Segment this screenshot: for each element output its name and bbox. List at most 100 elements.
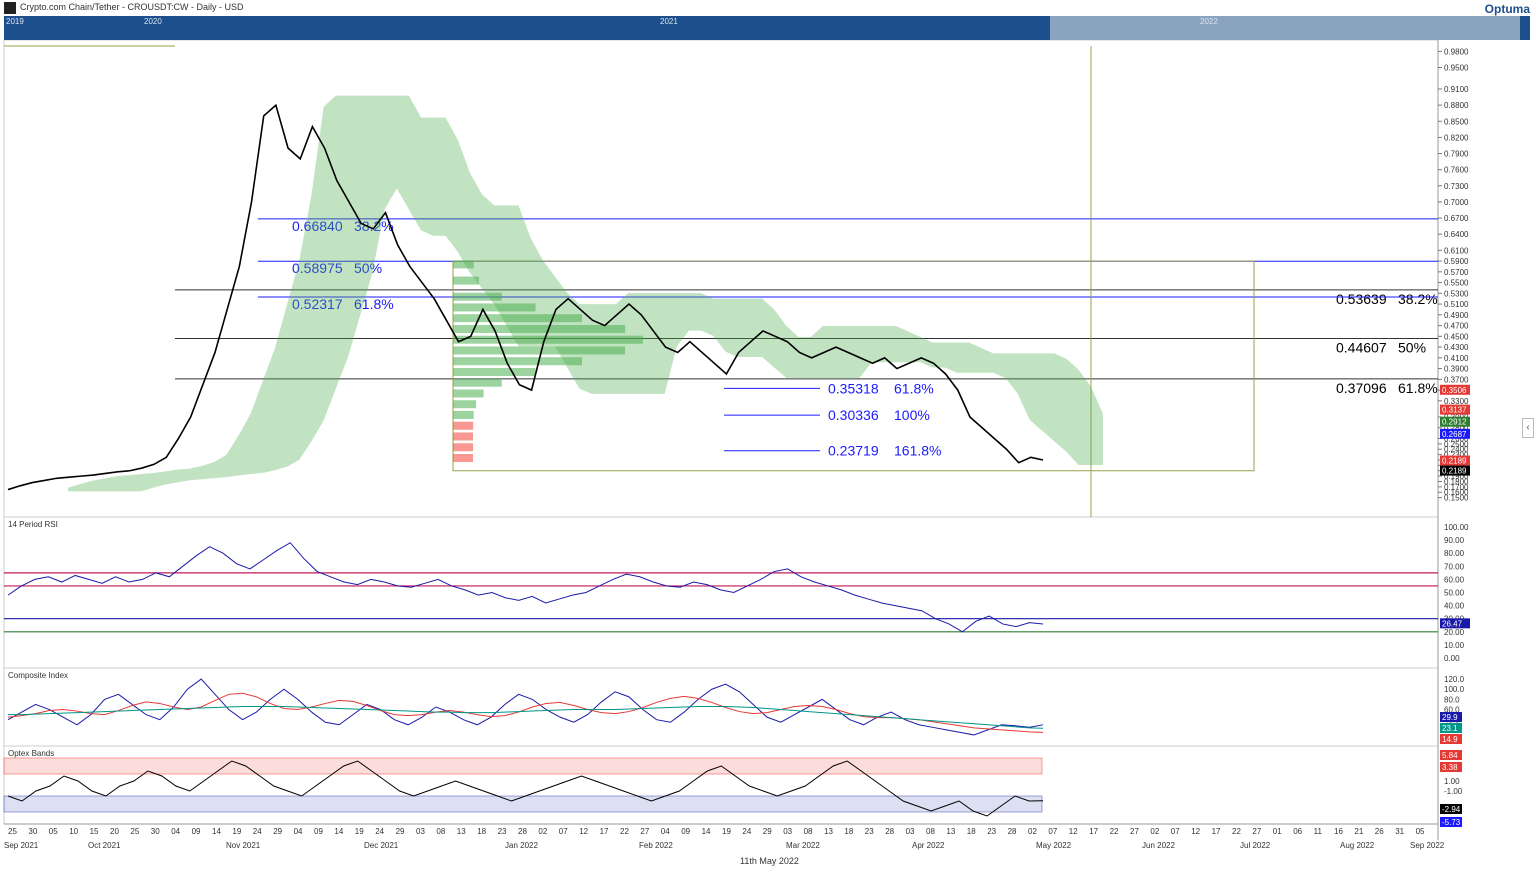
x-month-label: Jun 2022 [1142,841,1175,850]
rsi-y-tick-label: 70.00 [1444,562,1465,571]
composite-y-tick-label: 60.0 [1444,706,1460,715]
price-y-tick-label: 0.7300 [1444,182,1469,191]
x-month-label: Mar 2022 [786,841,820,850]
chart-menu-icon[interactable] [4,2,16,14]
x-day-tick-label: 18 [477,827,486,836]
x-day-tick-label: 08 [804,827,813,836]
x-month-label: Nov 2021 [226,841,261,850]
volume-profile-bar [453,443,474,452]
fib-ext-pct: 61.8% [894,380,934,396]
optex-tag-label: 3.38 [1442,763,1458,772]
price-y-tick-label: 0.7600 [1444,166,1469,175]
price-y-tick-label: 0.1800 [1444,477,1469,486]
x-day-tick-label: 10 [69,827,78,836]
volume-profile-bar [453,357,583,366]
x-month-label: Dec 2021 [364,841,399,850]
x-day-tick-label: 23 [987,827,996,836]
fib-right-pct: 38.2% [1398,291,1438,307]
x-day-tick-label: 17 [1212,827,1221,836]
price-tag-label: 0.3506 [1442,386,1467,395]
fib-ext-value: 0.35318 [828,380,879,396]
price-y-tick-label: 0.1700 [1444,483,1469,492]
x-day-tick-label: 04 [661,827,670,836]
panel-frame-rsi [3,516,1439,669]
price-y-tick-label: 0.1600 [1444,488,1469,497]
navigator-selection[interactable] [1050,16,1520,40]
x-day-tick-label: 27 [1130,827,1139,836]
optex-tag [1440,804,1462,814]
x-day-tick-label: 05 [1416,827,1425,836]
fib-ext-value: 0.30336 [828,407,879,423]
x-day-tick-label: 13 [457,827,466,836]
chart-title: Crypto.com Chain/Tether - CROUSDT:CW - D… [20,2,244,12]
x-day-tick-label: 14 [334,827,343,836]
optex-y-tick-label: -1.00 [1444,787,1463,796]
rsi-y-tick-label: 90.00 [1444,536,1465,545]
price-y-tick-label: 0.4900 [1444,311,1469,320]
price-y-tick-label: 0.2600 [1444,434,1469,443]
x-day-tick-label: 31 [1395,827,1404,836]
price-line [7,103,1044,491]
x-day-tick-label: 12 [1069,827,1078,836]
price-y-tick-label: 0.2400 [1444,445,1469,454]
price-tag-label: 0.2189 [1442,457,1467,466]
optex-upper-band [3,757,1043,775]
x-day-tick-label: 29 [273,827,282,836]
price-y-tick-label: 0.3700 [1444,375,1469,384]
x-month-label: Oct 2021 [88,841,121,850]
x-day-tick-label: 09 [314,827,323,836]
x-day-tick-label: 04 [294,827,303,836]
price-tag [1440,428,1470,439]
composite-title: Composite Index [8,671,68,680]
price-y-tick-label: 0.4300 [1444,343,1469,352]
composite-tag-label: 29.9 [1442,713,1458,722]
price-y-tick-label: 0.4700 [1444,322,1469,331]
rsi-y-tick-label: 20.00 [1444,628,1465,637]
x-day-tick-label: 13 [824,827,833,836]
price-y-tick-label: 0.5900 [1444,257,1469,266]
rsi-tag [1440,618,1470,629]
price-y-tick-label: 0.7000 [1444,198,1469,207]
chart-area[interactable]: 0.9800 0.9500 0.9100 0.8800 0.8500 0.8200 0.79… [0,40,1536,852]
x-day-tick-label: 28 [518,827,527,836]
optex-title: Optex Bands [8,749,54,758]
fib-right-pct: 61.8% [1398,380,1438,396]
fib-right-value: 0.44607 [1336,339,1387,355]
x-day-tick-label: 24 [253,827,262,836]
price-y-tick-label: 0.6400 [1444,230,1469,239]
x-day-tick-label: 03 [783,827,792,836]
fib-left-value: 0.58975 [292,260,343,276]
price-tag [1440,416,1470,427]
rsi-title: 14 Period RSI [8,520,58,529]
x-day-tick-label: 24 [375,827,384,836]
price-y-tick-label: 0.2300 [1444,451,1469,460]
volume-profile-bar [453,335,643,344]
optex-tag [1440,762,1462,772]
x-day-tick-label: 19 [722,827,731,836]
x-day-tick-label: 19 [232,827,241,836]
price-y-tick-label: 0.9500 [1444,64,1469,73]
x-day-tick-label: 16 [1334,827,1343,836]
x-day-tick-label: 17 [1089,827,1098,836]
composite-series-line [7,692,1044,733]
date-navigator[interactable]: 2019 2020 2021 2022 [4,16,1530,40]
price-y-tick-label: 0.5300 [1444,289,1469,298]
price-y-tick-label: 0.1500 [1444,494,1469,503]
x-day-tick-label: 20 [110,827,119,836]
panel-frame-price [3,40,1439,518]
title-bar: Crypto.com Chain/Tether - CROUSDT:CW - D… [0,0,1536,16]
x-day-tick-label: 12 [579,827,588,836]
price-y-tick-label: 0.4500 [1444,332,1469,341]
x-day-tick-label: 18 [844,827,853,836]
fib-ext-pct: 100% [894,407,930,423]
rsi-y-tick-label: 40.00 [1444,602,1465,611]
collapse-panel-icon[interactable]: ‹ [1522,418,1534,438]
x-month-label: May 2022 [1036,841,1072,850]
x-day-tick-label: 23 [498,827,507,836]
x-day-tick-label: 22 [620,827,629,836]
x-month-label: Sep 2022 [1410,841,1445,850]
x-month-label: Jan 2022 [505,841,538,850]
optex-line [7,760,1044,817]
x-month-label: Jul 2022 [1240,841,1271,850]
composite-y-tick-label: 100.0 [1444,685,1465,694]
